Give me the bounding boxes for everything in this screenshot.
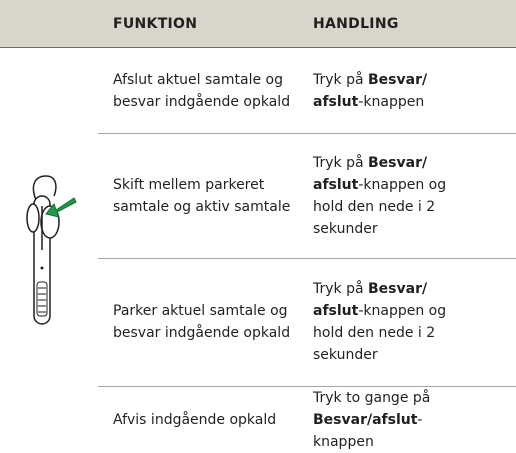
text: Tryk på	[313, 71, 369, 88]
text-line: afslut-knappen	[313, 91, 427, 113]
text: -knappen og	[358, 176, 447, 193]
action-cell: Tryk på Besvar/afslut-knappen og hold den…	[313, 152, 446, 240]
text-line: Tryk på Besvar/	[313, 152, 446, 174]
text: Tryk på	[313, 154, 369, 171]
action-cell: Tryk to gange på Besvar/afslut-knappen	[313, 387, 430, 453]
text-line: Tryk på Besvar/	[313, 69, 427, 91]
header-cell: HANDLING	[313, 16, 399, 32]
text-line: afslut-knappen og	[313, 174, 446, 196]
text: sekunder	[313, 347, 378, 363]
text-line: Afslut aktuel samtale og	[113, 71, 283, 88]
bold-text: Besvar/	[368, 281, 428, 297]
text-line: Besvar/afslut-	[313, 409, 430, 431]
text-line: besvar indgående opkald	[113, 325, 291, 341]
text-line: knappen	[313, 431, 430, 453]
text-line: Tryk på Besvar/	[313, 278, 446, 300]
function-cell: Skift mellem parkeret samtale og aktiv sa…	[113, 174, 290, 218]
text: -	[417, 411, 423, 428]
row-separator	[98, 386, 516, 387]
bold-text: Besvar/	[368, 154, 428, 171]
text: sekunder	[313, 220, 378, 237]
function-cell: Afvis indgående opkald	[113, 409, 276, 431]
text: -knappen og	[358, 303, 447, 319]
text-line: Tryk to gange på	[313, 387, 430, 409]
function-cell: Afslut aktuel samtale og besvar indgående…	[113, 69, 290, 113]
text: Tryk to gange på	[313, 389, 431, 406]
text: -knappen	[358, 93, 425, 110]
text-line: samtale og aktiv samtale	[113, 198, 291, 215]
bold-text: afslut	[313, 176, 359, 193]
text: hold den nede i 2	[313, 198, 436, 215]
table-header	[0, 0, 516, 48]
function-cell: Parker aktuel samtale og besvar indgående…	[113, 300, 290, 344]
text-line: hold den nede i 2	[313, 322, 446, 344]
bold-text: Besvar/afslut	[313, 411, 418, 428]
text-line: Parker aktuel samtale og	[113, 303, 288, 319]
text-line: Skift mellem parkeret	[113, 176, 265, 193]
text-line: afslut-knappen og	[313, 300, 446, 322]
text-line: besvar indgående opkald	[113, 93, 291, 110]
action-cell: Tryk på Besvar/afslut-knappen	[313, 69, 427, 113]
text: knappen	[313, 433, 374, 450]
bold-text: afslut	[313, 93, 359, 110]
row-separator	[98, 258, 516, 259]
bold-text: Besvar/	[368, 71, 428, 88]
row-separator	[98, 133, 516, 134]
text-line: sekunder	[313, 218, 446, 240]
text-line: Afvis indgående opkald	[113, 411, 277, 428]
text-line: sekunder	[313, 344, 446, 366]
bold-text: afslut	[313, 303, 359, 319]
action-cell: Tryk på Besvar/afslut-knappen og hold den…	[313, 278, 446, 366]
text-line: hold den nede i 2	[313, 196, 446, 218]
text: hold den nede i 2	[313, 325, 436, 341]
text: Tryk på	[313, 281, 369, 297]
headset-icon	[26, 175, 77, 325]
header-cell: FUNKTION	[113, 16, 198, 32]
